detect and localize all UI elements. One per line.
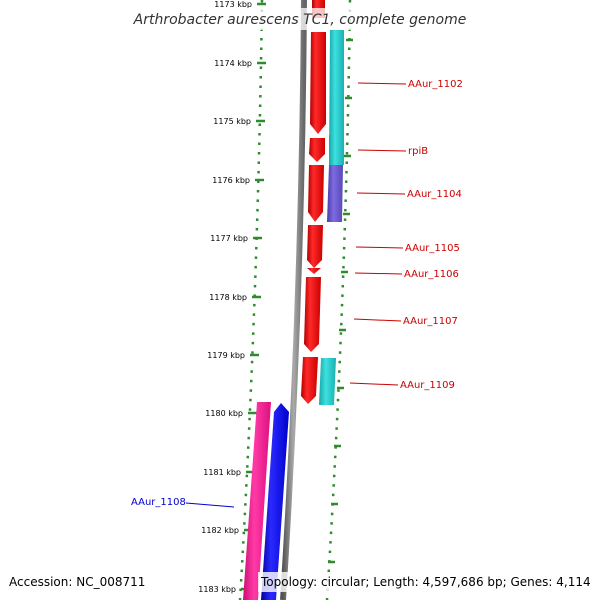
label-aaur-1106: AAur_1106 bbox=[404, 269, 459, 280]
tick-label: 1177 kbp bbox=[210, 234, 248, 243]
tick-label: 1179 kbp bbox=[207, 351, 245, 360]
tick-label: 1176 kbp bbox=[212, 176, 250, 185]
gene-aaur-1109 bbox=[301, 357, 318, 404]
label-aaur-1102: AAur_1102 bbox=[408, 79, 463, 90]
gene-aaur-1105 bbox=[307, 225, 323, 268]
label-aaur-1108: AAur_1108 bbox=[131, 497, 186, 508]
map-title: Arthrobacter aurescens TC1, complete gen… bbox=[133, 12, 467, 28]
gene-aaur-1102 bbox=[310, 32, 326, 134]
cog-block-aaur-1109 bbox=[319, 358, 336, 405]
tick-label: 1182 kbp bbox=[201, 526, 239, 535]
tick-label: 1173 kbp bbox=[214, 0, 252, 9]
accession-text: Accession: NC_008711 bbox=[9, 575, 145, 589]
cog-block-aaur-1104 bbox=[327, 165, 343, 222]
tick-label: 1180 kbp bbox=[205, 409, 243, 418]
tick-label: 1175 kbp bbox=[213, 117, 251, 126]
gene-aaur-1104 bbox=[308, 165, 324, 222]
gene-aaur-1107 bbox=[304, 277, 321, 352]
label-aaur-1105: AAur_1105 bbox=[405, 243, 460, 254]
genome-backbone bbox=[280, 0, 307, 600]
label-aaur-1109: AAur_1109 bbox=[400, 380, 455, 391]
label-aaur-1107: AAur_1107 bbox=[403, 316, 458, 327]
label-connectors bbox=[185, 82, 407, 508]
topology-text: Topology: circular; Length: 4,597,686 bp… bbox=[260, 575, 591, 589]
tick-label: 1174 kbp bbox=[214, 59, 252, 68]
gene-aaur-1106 bbox=[307, 268, 321, 274]
cog-block-aaur-1102 bbox=[329, 30, 344, 165]
tick-label: 1183 kbp bbox=[198, 585, 236, 594]
label-rpib: rpiB bbox=[408, 146, 428, 157]
cog-block-rpib bbox=[329, 135, 344, 165]
tick-label: 1181 kbp bbox=[203, 468, 241, 477]
cog-block-aaur-1108 bbox=[243, 402, 271, 600]
tick-label: 1178 kbp bbox=[209, 293, 247, 302]
label-aaur-1104: AAur_1104 bbox=[407, 189, 462, 200]
gene-aaur-1108 bbox=[261, 403, 289, 600]
gene-rpib bbox=[309, 138, 325, 162]
